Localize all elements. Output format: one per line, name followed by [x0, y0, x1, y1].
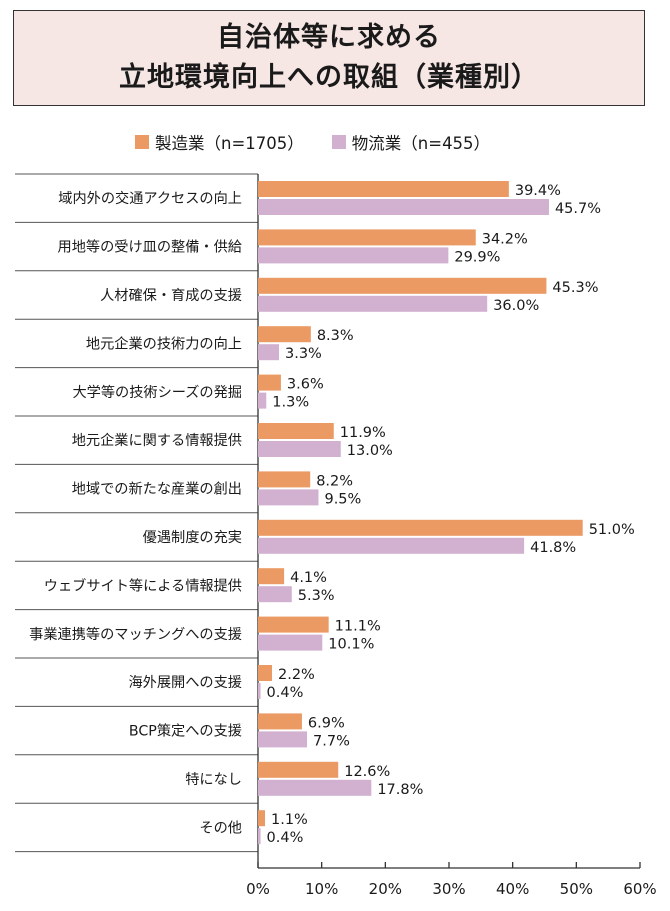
- data-label: 13.0%: [347, 443, 393, 459]
- bar-logistics: [258, 586, 292, 603]
- data-label: 8.3%: [317, 328, 354, 344]
- data-label: 45.3%: [552, 280, 598, 296]
- data-label: 5.3%: [298, 588, 335, 604]
- x-tick-label: 30%: [432, 880, 465, 898]
- bar-logistics: [258, 537, 525, 554]
- bar-manufacturing: [258, 810, 266, 827]
- data-label: 51.0%: [589, 522, 635, 538]
- category-label: BCP策定への支援: [129, 723, 242, 740]
- bar-manufacturing: [258, 568, 285, 585]
- data-label: 11.1%: [335, 619, 381, 635]
- data-label: 11.9%: [340, 425, 386, 441]
- bar-logistics: [258, 295, 488, 312]
- data-label: 1.3%: [272, 395, 309, 411]
- data-label: 6.9%: [308, 715, 345, 731]
- chart-title-box: 自治体等に求める 立地環境向上への取組（業種別）: [13, 10, 645, 106]
- bar-logistics: [258, 828, 261, 845]
- data-label: 0.4%: [267, 685, 304, 701]
- legend-swatch-manufacturing: [135, 135, 149, 149]
- bar-logistics: [258, 634, 323, 651]
- bar-manufacturing: [258, 519, 583, 536]
- bar-manufacturing: [258, 761, 339, 778]
- category-label: 地元企業に関する情報提供: [72, 432, 242, 449]
- category-label: 人材確保・育成の支援: [100, 288, 242, 304]
- data-label: 1.1%: [271, 812, 308, 828]
- bar-logistics: [258, 731, 308, 748]
- bar-manufacturing: [258, 181, 509, 197]
- bar-manufacturing: [258, 665, 273, 681]
- data-label: 4.1%: [290, 570, 327, 586]
- data-label: 34.2%: [482, 231, 528, 247]
- category-label: 用地等の受け皿の整備・供給: [58, 239, 242, 256]
- bar-logistics: [258, 683, 261, 699]
- category-label: 大学等の技術シーズの発掘: [72, 384, 242, 401]
- bar-logistics: [258, 392, 267, 409]
- category-label: 地域での新たな産業の創出: [72, 482, 242, 498]
- legend-label-manufacturing: 製造業（n=1705）: [155, 134, 304, 153]
- x-tick-label: 20%: [369, 880, 402, 898]
- data-label: 10.1%: [328, 637, 374, 653]
- data-label: 29.9%: [454, 249, 500, 265]
- bar-manufacturing: [258, 471, 311, 488]
- legend-item-logistics: 物流業（n=455）: [331, 130, 491, 154]
- x-tick-label: 60%: [623, 880, 656, 898]
- data-label: 39.4%: [515, 183, 561, 199]
- category-label: 域内外の交通アクセスの向上: [58, 190, 242, 207]
- data-label: 36.0%: [493, 298, 539, 314]
- category-label: その他: [199, 820, 242, 836]
- category-label: 事業連携等のマッチングへの支援: [29, 626, 242, 643]
- x-tick-label: 40%: [496, 880, 529, 898]
- data-label: 7.7%: [313, 733, 350, 749]
- bar-manufacturing: [258, 713, 302, 730]
- data-label: 3.3%: [285, 346, 322, 362]
- category-label: 優遇制度の充実: [143, 530, 242, 546]
- bar-logistics: [258, 344, 280, 361]
- data-label: 3.6%: [287, 377, 324, 393]
- category-label: 地元企業の技術力の向上: [86, 335, 242, 352]
- data-label: 12.6%: [344, 764, 390, 780]
- x-tick-label: 0%: [246, 880, 270, 898]
- legend-swatch-logistics: [331, 135, 346, 149]
- category-label: 海外展開への支援: [128, 675, 242, 691]
- legend: 製造業（n=1705） 物流業（n=455）: [135, 130, 518, 154]
- bar-logistics: [258, 247, 449, 264]
- category-label: 特になし: [185, 772, 242, 788]
- bar-logistics: [258, 779, 372, 796]
- category-label: ウェブサイト等による情報提供: [44, 577, 242, 594]
- bar-manufacturing: [258, 616, 329, 633]
- x-tick-label: 10%: [305, 880, 338, 898]
- chart-title-line2: 立地環境向上への取組（業種別）: [119, 62, 539, 93]
- data-label: 17.8%: [377, 782, 423, 798]
- bar-manufacturing: [258, 374, 281, 391]
- bar-logistics: [258, 441, 341, 457]
- legend-item-manufacturing: 製造業（n=1705）: [135, 130, 304, 154]
- data-label: 0.4%: [267, 830, 304, 846]
- bar-manufacturing: [258, 423, 334, 439]
- data-label: 8.2%: [316, 473, 353, 489]
- bar-manufacturing: [258, 277, 547, 294]
- bar-logistics: [258, 489, 319, 506]
- data-label: 9.5%: [324, 491, 361, 507]
- legend-label-logistics: 物流業（n=455）: [351, 134, 491, 153]
- bar-manufacturing: [258, 229, 476, 246]
- data-label: 2.2%: [278, 667, 315, 683]
- bar-logistics: [258, 199, 549, 215]
- x-tick-label: 50%: [560, 880, 593, 898]
- bar-manufacturing: [258, 326, 311, 343]
- data-label: 45.7%: [555, 201, 601, 217]
- chart-title-line1: 自治体等に求める: [217, 22, 441, 53]
- data-label: 41.8%: [530, 540, 576, 556]
